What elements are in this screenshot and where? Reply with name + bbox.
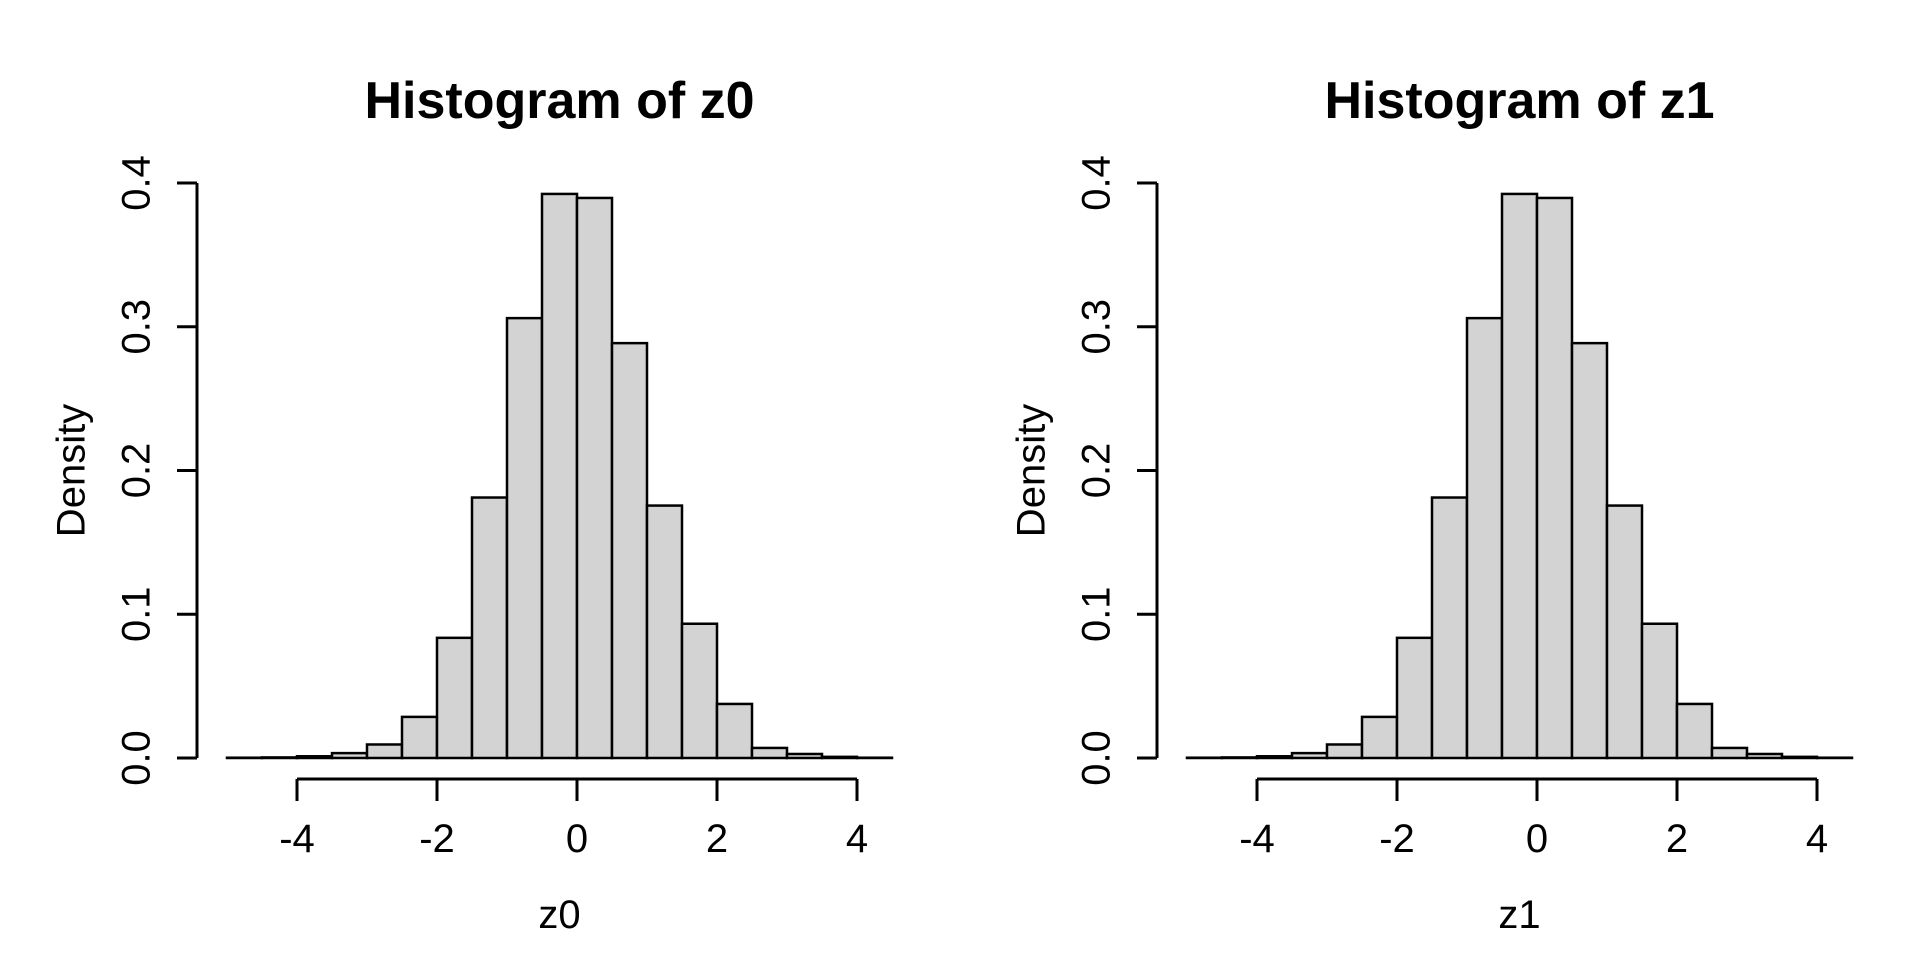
y-axis-label: Density <box>50 404 94 537</box>
histogram-bar <box>1325 743 1364 760</box>
histogram-bar <box>610 341 649 760</box>
y-tick-label: 0.4 <box>115 155 159 211</box>
y-tick-label: 0.2 <box>1075 443 1119 499</box>
histogram-bar <box>645 504 684 760</box>
y-tick-label: 0.4 <box>1075 155 1119 211</box>
histogram-bar <box>785 752 824 760</box>
x-tick-label: -4 <box>1239 817 1275 861</box>
histogram-bar <box>1220 756 1259 760</box>
histogram-bar <box>1640 622 1679 760</box>
histogram-bar <box>750 746 789 760</box>
histogram-bar <box>1675 702 1714 760</box>
histogram-bar <box>1535 196 1574 760</box>
y-tick-label: 0.0 <box>115 730 159 786</box>
histogram-bar <box>295 755 334 760</box>
x-tick-label: 4 <box>1806 817 1828 861</box>
x-tick-label: -2 <box>1379 817 1415 861</box>
histogram-z1-chart: 0.0 0.1 0.2 0.3 0.4 -4 -2 0 2 4 Histogram of z1 z1 D… <box>1010 72 1854 937</box>
histogram-bar <box>1430 496 1469 760</box>
x-tick-label: 0 <box>1526 817 1548 861</box>
y-axis-label: Density <box>1010 404 1054 537</box>
histogram-bar <box>400 715 439 760</box>
histogram-bar <box>1395 636 1434 760</box>
y-tick-label: 0.1 <box>115 586 159 642</box>
histogram-bar <box>330 751 369 760</box>
x-tick-label: -4 <box>279 817 315 861</box>
histogram-bar <box>435 636 474 760</box>
histogram-bar <box>365 743 404 760</box>
x-axis-label: z1 <box>1498 893 1540 937</box>
histogram-bar <box>680 622 719 760</box>
histogram-bar <box>505 316 544 760</box>
y-tick-label: 0.3 <box>115 299 159 355</box>
plot-title: Histogram of z1 <box>1324 72 1714 130</box>
histogram-bar <box>1745 752 1784 760</box>
histogram-bar <box>1255 755 1294 760</box>
x-axis-label: z0 <box>538 893 580 937</box>
histogram-z1-panel: 0.0 0.1 0.2 0.3 0.4 -4 -2 0 2 4 Histogram of z1 z1 D… <box>1000 16 1920 960</box>
histogram-bar <box>575 196 614 760</box>
plot-title: Histogram of z0 <box>364 72 754 130</box>
y-tick-label: 0.0 <box>1075 730 1119 786</box>
histogram-z0-panel: 0.0 0.1 0.2 0.3 0.4 -4 -2 0 2 4 Histogram of z0 z0 D… <box>40 16 1000 960</box>
y-tick-label: 0.1 <box>1075 586 1119 642</box>
histogram-bar <box>540 192 579 760</box>
histogram-z0-chart: 0.0 0.1 0.2 0.3 0.4 -4 -2 0 2 4 Histogram of z0 z0 D… <box>50 72 894 937</box>
histogram-bar <box>1780 755 1819 760</box>
y-tick-label: 0.2 <box>115 443 159 499</box>
histogram-bar <box>820 755 859 760</box>
histogram-bar <box>715 702 754 760</box>
x-tick-label: 2 <box>706 817 728 861</box>
histogram-bar <box>470 496 509 760</box>
x-tick-label: 4 <box>846 817 868 861</box>
histogram-bar <box>1570 341 1609 760</box>
histogram-bar <box>1360 715 1399 760</box>
x-tick-label: -2 <box>419 817 455 861</box>
x-tick-label: 2 <box>1666 817 1688 861</box>
y-tick-label: 0.3 <box>1075 299 1119 355</box>
histogram-bar <box>1500 192 1539 760</box>
x-tick-label: 0 <box>566 817 588 861</box>
histogram-bar <box>1605 504 1644 760</box>
histogram-bar <box>1290 751 1329 760</box>
histogram-bar <box>1710 746 1749 760</box>
histogram-bar <box>260 756 299 760</box>
histogram-bar <box>1465 316 1504 760</box>
